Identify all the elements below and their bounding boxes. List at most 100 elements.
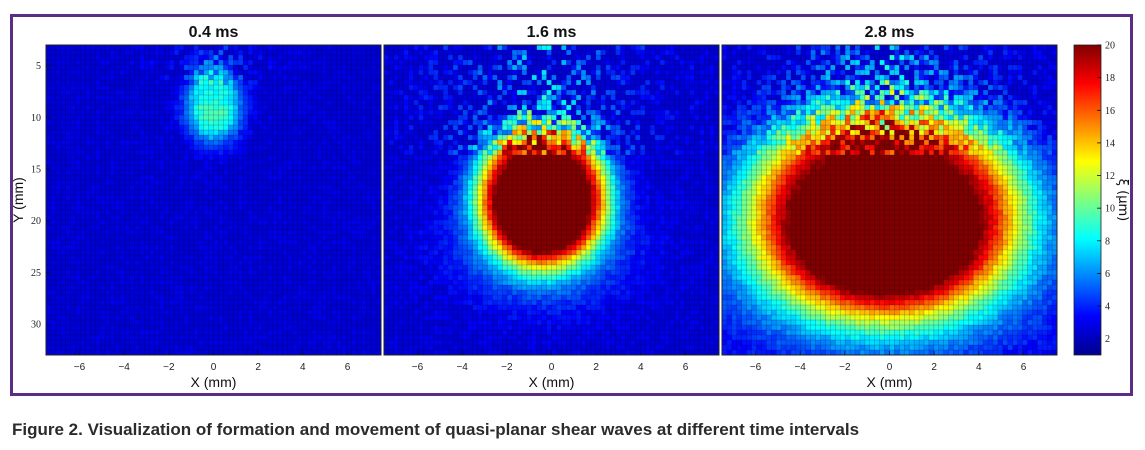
heatmap-cell [183, 125, 190, 131]
heatmap-cell [80, 275, 86, 281]
heatmap-cell [287, 340, 293, 346]
heatmap-cell [351, 340, 357, 346]
heatmap-cell [361, 85, 367, 91]
heatmap-cell [154, 190, 160, 196]
heatmap-cell [341, 205, 347, 211]
heatmap-cell [287, 95, 293, 101]
heatmap-cell [228, 240, 234, 246]
heatmap-cell [331, 160, 337, 166]
heatmap-cell [188, 270, 195, 276]
heatmap-cell [233, 185, 239, 191]
heatmap-cell [282, 95, 288, 101]
heatmap-cell [356, 70, 362, 76]
heatmap-cell [356, 185, 362, 191]
heatmap-cell [507, 80, 513, 86]
heatmap-cell [366, 80, 372, 86]
heatmap-cell [164, 255, 170, 261]
heatmap-cell [90, 210, 96, 216]
heatmap-cell [302, 45, 308, 51]
heatmap-cell [376, 65, 382, 71]
heatmap-cell [70, 305, 76, 311]
heatmap-cell [302, 245, 308, 251]
heatmap-cell [60, 145, 67, 151]
heatmap-cell [134, 175, 140, 181]
heatmap-cell [144, 270, 150, 276]
heatmap-cell [282, 325, 288, 331]
heatmap-cell [159, 295, 165, 301]
heatmap-cell [46, 335, 52, 341]
heatmap-cell [243, 300, 249, 306]
heatmap-cell [193, 110, 200, 116]
heatmap-cell [487, 85, 493, 91]
heatmap-cell [228, 95, 234, 101]
heatmap-cell [159, 95, 165, 101]
heatmap-cell [336, 65, 342, 71]
heatmap-cell [257, 130, 264, 136]
heatmap-cell [105, 255, 111, 261]
heatmap-cell [585, 75, 592, 81]
heatmap-cell [492, 80, 498, 86]
heatmap-cell [267, 190, 273, 196]
heatmap-cell [526, 70, 533, 76]
heatmap-cell [351, 225, 357, 231]
heatmap-cell [640, 45, 646, 51]
heatmap-cell [50, 120, 57, 126]
heatmap-cell [65, 45, 71, 51]
heatmap-cell [65, 260, 71, 266]
heatmap-cell [247, 140, 254, 146]
heatmap-cell [110, 50, 116, 56]
heatmap-cell [361, 80, 367, 86]
heatmap-cell [218, 265, 224, 271]
heatmap-cell [526, 60, 533, 66]
heatmap-cell [238, 240, 244, 246]
heatmap-cell [472, 65, 478, 71]
heatmap-cell [605, 45, 611, 51]
heatmap-cell [321, 130, 328, 136]
heatmap-cell [223, 350, 229, 356]
heatmap-cell [272, 275, 278, 281]
heatmap-cell [50, 245, 57, 251]
heatmap-cell [566, 50, 572, 56]
heatmap-cell [70, 230, 76, 236]
heatmap-cell [134, 250, 140, 256]
heatmap-cell [376, 350, 382, 356]
heatmap-cell [65, 195, 71, 201]
heatmap-cell [169, 165, 175, 171]
heatmap-cell [376, 290, 382, 296]
heatmap-cell [361, 305, 367, 311]
heatmap-cell [174, 190, 180, 196]
heatmap-cell [316, 350, 323, 356]
heatmap-cell [551, 75, 557, 81]
heatmap-cell [238, 215, 244, 221]
heatmap-cell [70, 95, 76, 101]
heatmap-cell [85, 125, 91, 131]
heatmap-cell [302, 85, 308, 91]
heatmap-cell [203, 100, 209, 106]
heatmap-cell [541, 55, 547, 61]
heatmap-cell [193, 235, 200, 241]
heatmap-cell [371, 210, 377, 216]
heatmap-cell [105, 250, 111, 256]
heatmap-cell [114, 335, 121, 341]
heatmap-cell [129, 130, 135, 136]
x-tick-label: 2 [255, 362, 261, 373]
heatmap-cell [50, 130, 57, 136]
heatmap-cell [546, 70, 552, 76]
heatmap-cell [302, 60, 308, 66]
heatmap-cell [60, 245, 67, 251]
heatmap-cell [119, 95, 126, 101]
heatmap-cell [208, 50, 214, 56]
heatmap-cell [272, 135, 278, 141]
heatmap-cell [218, 115, 224, 121]
heatmap-cell [252, 175, 259, 181]
heatmap-cell [218, 270, 224, 276]
heatmap-cell [610, 70, 616, 76]
heatmap-cell [193, 250, 200, 256]
heatmap-cell [292, 210, 298, 216]
heatmap-cell [287, 155, 293, 161]
heatmap-cell [307, 90, 313, 96]
heatmap-cell [70, 120, 76, 126]
heatmap-cell [179, 170, 185, 176]
heatmap-cell [252, 335, 259, 341]
heatmap-cell [654, 70, 661, 76]
